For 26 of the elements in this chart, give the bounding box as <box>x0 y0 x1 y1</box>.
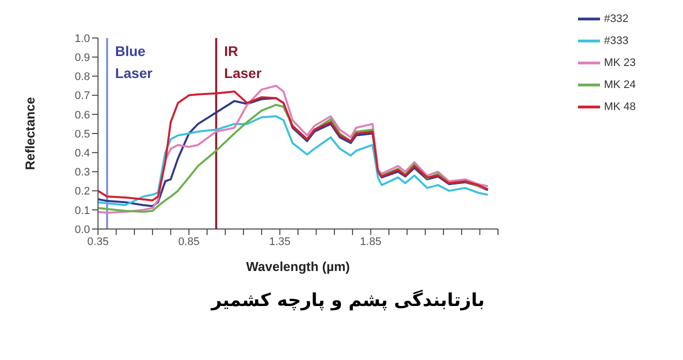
y-tick-label: 0.2 <box>74 186 90 198</box>
legend-label: #332 <box>604 12 628 25</box>
ref-line-label: Blue Laser <box>115 43 153 81</box>
line-series <box>98 115 488 206</box>
legend-label: #333 <box>604 34 628 47</box>
y-tick-label: 0.9 <box>74 52 90 64</box>
y-tick-label: 1.0 <box>74 32 90 45</box>
y-tick-label: 0.0 <box>74 224 90 236</box>
x-axis-title: Wavelength (µm) <box>246 259 350 274</box>
y-tick-label: 0.7 <box>74 90 90 102</box>
y-tick-label: 0.3 <box>74 166 90 179</box>
x-tick-label: 1.85 <box>360 236 382 248</box>
legend-label: MK 24 <box>604 78 636 91</box>
y-tick-label: 0.5 <box>74 128 90 140</box>
y-tick-label: 0.6 <box>74 109 90 122</box>
y-tick-label: 0.4 <box>74 148 90 160</box>
y-tick-label: 0.1 <box>74 204 90 217</box>
y-tick-label: 0.8 <box>74 71 90 84</box>
x-tick-label: 0.85 <box>178 236 200 248</box>
ref-line-label: IR Laser <box>224 43 262 81</box>
x-tick-label: 1.35 <box>269 236 291 248</box>
text: بازتابندگی پشم و پارچه کشمیر <box>210 290 486 311</box>
legend-label: MK 23 <box>604 56 636 69</box>
y-axis-title: Reflectance <box>22 97 38 170</box>
legend-label: MK 48 <box>604 100 636 113</box>
x-tick-label: 0.35 <box>87 236 109 248</box>
